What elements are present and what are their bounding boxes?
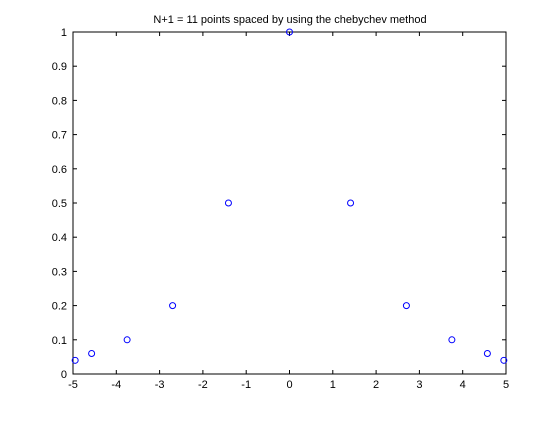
data-point bbox=[448, 336, 456, 344]
y-tick-label: 0.5 bbox=[52, 198, 67, 210]
y-tick-label: 0.1 bbox=[52, 335, 67, 347]
data-point bbox=[483, 349, 491, 357]
y-axis: 0 0.1 0.2 0.3 0.4 0.5 0.6 0.7 0.8 0.9 1 bbox=[52, 27, 506, 381]
x-tick-label: 2 bbox=[373, 379, 379, 391]
data-point bbox=[88, 349, 96, 357]
y-tick-label: 0 bbox=[61, 369, 67, 381]
x-tick-label: 0 bbox=[286, 379, 292, 391]
y-tick-label: 0.6 bbox=[52, 164, 67, 176]
x-tick-label: -5 bbox=[68, 379, 78, 391]
y-tick-label: 0.2 bbox=[52, 301, 67, 313]
data-point bbox=[500, 356, 508, 364]
y-tick-label: 0.8 bbox=[52, 95, 67, 107]
x-tick-label: 4 bbox=[460, 379, 466, 391]
y-tick-label: 1 bbox=[61, 27, 67, 39]
x-tick-label: 1 bbox=[330, 379, 336, 391]
x-tick-label: 5 bbox=[503, 379, 509, 391]
data-point bbox=[347, 199, 355, 207]
y-tick-label: 0.9 bbox=[52, 61, 67, 73]
x-tick-label: -1 bbox=[241, 379, 251, 391]
chart-title: N+1 = 11 points spaced by using the cheb… bbox=[153, 14, 426, 26]
y-tick-label: 0.4 bbox=[52, 232, 67, 244]
plot-area bbox=[72, 31, 507, 375]
data-point bbox=[224, 199, 232, 207]
data-point bbox=[286, 28, 293, 36]
x-axis: -5 -4 -3 -2 -1 0 1 2 3 4 5 bbox=[68, 32, 509, 391]
x-tick-label: -2 bbox=[198, 379, 208, 391]
y-tick-label: 0.3 bbox=[52, 266, 67, 278]
x-tick-label: -3 bbox=[155, 379, 165, 391]
y-tick-label: 0.7 bbox=[52, 130, 67, 142]
data-point bbox=[169, 302, 177, 310]
x-tick-label: -4 bbox=[111, 379, 121, 391]
data-points bbox=[71, 28, 508, 364]
data-point bbox=[71, 356, 79, 364]
data-point bbox=[123, 336, 131, 344]
x-tick-label: 3 bbox=[416, 379, 422, 391]
data-point bbox=[402, 302, 410, 310]
